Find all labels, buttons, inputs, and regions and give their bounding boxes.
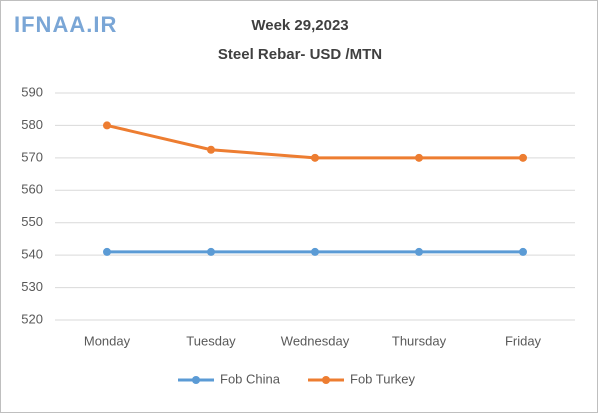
x-tick-label: Tuesday <box>186 333 236 348</box>
y-tick-label: 520 <box>21 311 43 326</box>
y-tick-label: 590 <box>21 84 43 99</box>
y-tick-label: 530 <box>21 279 43 294</box>
legend-label: Fob Turkey <box>350 371 416 386</box>
data-point <box>519 153 527 162</box>
watermark: IFNAA.IR <box>14 12 117 37</box>
y-tick-label: 570 <box>21 149 43 164</box>
data-point <box>415 153 423 162</box>
y-tick-label: 580 <box>21 117 43 132</box>
data-point <box>519 247 527 256</box>
legend-marker <box>322 376 330 384</box>
data-point <box>103 121 111 130</box>
chart-subtitle: Steel Rebar- USD /MTN <box>218 46 382 63</box>
data-point <box>415 247 423 256</box>
data-point <box>207 145 215 154</box>
data-point <box>103 247 111 256</box>
data-point <box>207 247 215 256</box>
data-point <box>311 247 319 256</box>
y-tick-label: 540 <box>21 247 43 262</box>
x-tick-label: Wednesday <box>281 333 350 348</box>
data-point <box>311 153 319 162</box>
chart-title: Week 29,2023 <box>251 17 348 34</box>
legend-label: Fob China <box>220 371 281 386</box>
y-tick-label: 560 <box>21 182 43 197</box>
x-tick-label: Thursday <box>392 333 447 348</box>
y-tick-label: 550 <box>21 214 43 229</box>
legend-marker <box>192 376 200 384</box>
x-tick-label: Friday <box>505 333 542 348</box>
x-tick-label: Monday <box>84 333 131 348</box>
